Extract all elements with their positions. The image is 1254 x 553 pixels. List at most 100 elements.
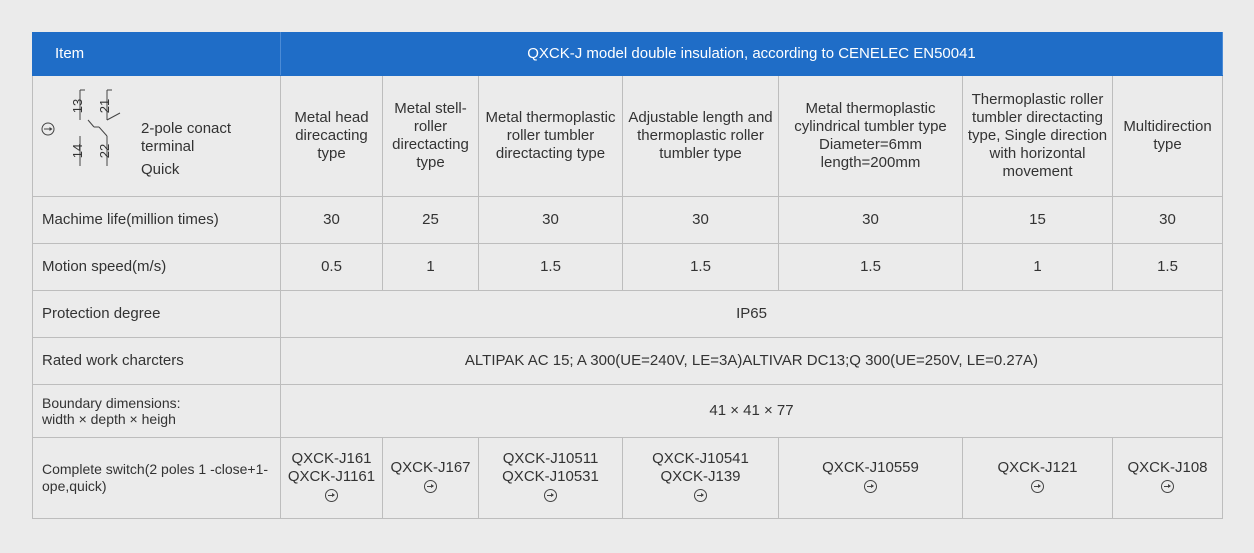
type-line: type, Single direction [967,127,1108,144]
life-label: Machime life(million times) [32,196,281,244]
type-line: direcacting [295,127,368,144]
protection-label: Protection degree [32,290,281,338]
contact-label-line1: 2-pole conact [141,120,232,137]
speed-value: 1 [382,243,479,291]
complete-switch-cell: QXCK-J167 [382,437,479,519]
type-line: with horizontal [989,145,1086,162]
rated-row: Rated work charcters ALTIPAK AC 15; A 30… [32,337,1223,385]
life-value: 30 [778,196,963,244]
quick-action-icon [424,479,437,493]
terminal-22-label: 22 [97,144,112,158]
life-value: 25 [382,196,479,244]
type-row: 13 21 14 22 2-pole conact terminal Quick… [32,75,1223,197]
type-thermoplastic-roller-horizontal: Thermoplastic roller tumbler directactin… [962,75,1113,197]
complete-switch-row: Complete switch(2 poles 1 -close+1- ope,… [32,437,1223,519]
contact-symbol-cell: 13 21 14 22 2-pole conact terminal Quick [32,75,281,197]
complete-switch-cell: QXCK-J10511 QXCK-J10531 [478,437,623,519]
type-line: directacting type [495,145,606,162]
terminal-21-label: 21 [97,99,112,113]
type-line: length=200mm [820,154,921,171]
switch-code: QXCK-J108 [1127,458,1208,476]
switch-code: QXCK-J10531 [502,467,599,485]
boundary-row: Boundary dimensions: width × depth × hei… [32,384,1223,438]
speed-value: 1 [962,243,1113,291]
life-value: 30 [280,196,383,244]
type-line: directacting [392,136,469,153]
type-line: movement [1002,163,1073,180]
boundary-label-line1: Boundary dimensions: [42,395,181,411]
type-line: Metal head [294,109,369,126]
header-title: QXCK-J model double insulation, accordin… [280,32,1223,76]
type-line: type [317,145,346,162]
switch-code: QXCK-J1161 [287,467,376,485]
quick-action-icon [1161,479,1174,493]
quick-action-icon [325,488,338,502]
switch-code: QXCK-J121 [997,458,1078,476]
switch-code: QXCK-J139 [660,467,741,485]
type-metal-head: Metal head direcacting type [280,75,383,197]
contact-label-line2: terminal [141,138,195,155]
type-line: Adjustable length and [628,109,773,126]
type-metal-steel-roller: Metal stell- roller directacting type [382,75,479,197]
spec-table: Item QXCK-J model double insulation, acc… [32,32,1223,519]
complete-switch-label-line1: Complete switch(2 poles 1 -close+1- [42,461,269,477]
quick-action-icon [544,488,557,502]
type-line: Multidirection [1123,118,1212,135]
contact-label: 2-pole conact terminal Quick [141,120,231,179]
type-line: Metal stell- [394,100,467,117]
protection-row: Protection degree IP65 [32,290,1223,338]
type-line: Diameter=6mm [819,136,922,153]
complete-switch-cell: QXCK-J10559 [778,437,963,519]
terminal-14-label: 14 [70,144,85,158]
life-value: 30 [622,196,779,244]
type-adjustable-length: Adjustable length and thermoplastic roll… [622,75,779,197]
header-item: Item [32,32,281,76]
type-line: roller [413,118,448,135]
type-line: Metal thermoplastic [805,100,936,117]
type-multidirection: Multidirection type [1112,75,1223,197]
type-line: tumbler directacting [972,109,1103,126]
quick-action-icon [694,488,707,502]
speed-value: 0.5 [280,243,383,291]
type-line: tumbler type [659,145,742,162]
spec-table-container: Item QXCK-J model double insulation, acc… [32,32,1223,519]
switch-code: QXCK-J10511 [502,449,599,467]
type-line: Thermoplastic roller [971,91,1104,108]
life-row: Machime life(million times) 30 25 30 30 … [32,196,1223,244]
switch-code: QXCK-J161 [291,449,372,467]
switch-code: QXCK-J10559 [822,458,919,476]
speed-label: Motion speed(m/s) [32,243,281,291]
type-line: type [416,154,445,171]
speed-value: 1.5 [622,243,779,291]
type-cylindrical-tumbler: Metal thermoplastic cylindrical tumbler … [778,75,963,197]
speed-value: 1.5 [1112,243,1223,291]
boundary-label-line2: width × depth × heigh [42,411,176,427]
life-value: 30 [478,196,623,244]
contact-label-quick: Quick [141,161,180,178]
header-row: Item QXCK-J model double insulation, acc… [32,32,1223,76]
complete-switch-cell: QXCK-J108 [1112,437,1223,519]
type-line: type [1153,136,1182,153]
type-metal-thermoplastic-roller: Metal thermoplastic roller tumbler direc… [478,75,623,197]
speed-row: Motion speed(m/s) 0.5 1 1.5 1.5 1.5 1 1.… [32,243,1223,291]
life-value: 30 [1112,196,1223,244]
protection-value: IP65 [280,290,1223,338]
terminal-13-label: 13 [70,99,85,113]
complete-switch-label: Complete switch(2 poles 1 -close+1- ope,… [32,437,281,519]
type-line: cylindrical tumbler type [794,118,947,135]
rated-value: ALTIPAK AC 15; A 300(UE=240V, LE=3A)ALTI… [280,337,1223,385]
boundary-value: 41 × 41 × 77 [280,384,1223,438]
complete-switch-label-line2: ope,quick) [42,478,107,494]
rated-label: Rated work charcters [32,337,281,385]
speed-value: 1.5 [778,243,963,291]
life-value: 15 [962,196,1113,244]
complete-switch-cell: QXCK-J10541 QXCK-J139 [622,437,779,519]
switch-code: QXCK-J167 [390,458,471,476]
type-line: Metal thermoplastic [485,109,616,126]
boundary-label: Boundary dimensions: width × depth × hei… [32,384,281,438]
switch-code: QXCK-J10541 [652,449,749,467]
quick-action-icon [1031,479,1044,493]
complete-switch-cell: QXCK-J161 QXCK-J1161 [280,437,383,519]
contact-diagram-icon: 13 21 14 22 [41,89,121,166]
speed-value: 1.5 [478,243,623,291]
